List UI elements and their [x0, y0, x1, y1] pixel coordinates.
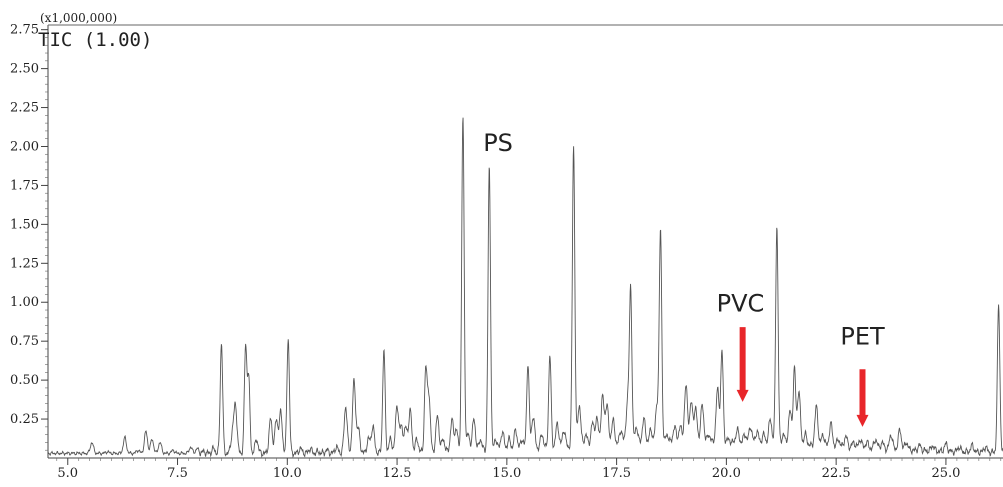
annotation-pvc: PVC — [717, 290, 765, 318]
x-tick-label: 5.0 — [57, 466, 78, 481]
arrow-pvc-head — [736, 389, 749, 402]
x-tick-label: 20.0 — [712, 466, 741, 481]
annotation-ps: PS — [483, 129, 513, 157]
y-tick-label: 0.75 — [10, 334, 39, 349]
y-tick-label: 1.50 — [10, 217, 39, 232]
x-tick-label: 22.5 — [822, 466, 851, 481]
x-tick-label: 17.5 — [602, 466, 631, 481]
y-tick-label: 0.50 — [10, 373, 39, 388]
axes — [47, 24, 1003, 459]
y-tick-label: 2.75 — [10, 23, 39, 38]
annotation-pet: PET — [840, 322, 885, 350]
y-tick-label: 1.25 — [10, 256, 39, 271]
x-tick-label: 15.0 — [492, 466, 521, 481]
x-tick-label: 25.0 — [931, 466, 960, 481]
y-tick-label: 2.50 — [10, 62, 39, 77]
y-tick-label: 2.25 — [10, 101, 39, 116]
annotations: PS PVC PET — [483, 129, 885, 427]
y-tick-label: 1.75 — [10, 178, 39, 193]
x-tick-label: 7.5 — [167, 466, 188, 481]
y-tick-label: 2.00 — [10, 139, 39, 154]
y-ticks: 0.25 0.50 0.75 1.00 1.25 1.50 1.75 2.00 2.25 2.50… — [10, 23, 48, 427]
x-ticks: 5.0 7.5 10.0 12.5 15.0 17.5 20.0 22.5 25.0 — [57, 458, 960, 481]
x-tick-label: 10.0 — [273, 466, 302, 481]
x-tick-label: 12.5 — [383, 466, 412, 481]
y-tick-label: 0.25 — [10, 412, 39, 427]
arrow-pet-head — [856, 414, 869, 427]
y-tick-label: 1.00 — [10, 295, 39, 310]
chart-title: TIC (1.00) — [38, 29, 152, 51]
y-multiplier-label: (x1,000,000) — [40, 11, 117, 25]
tic-series-line — [47, 117, 1003, 458]
